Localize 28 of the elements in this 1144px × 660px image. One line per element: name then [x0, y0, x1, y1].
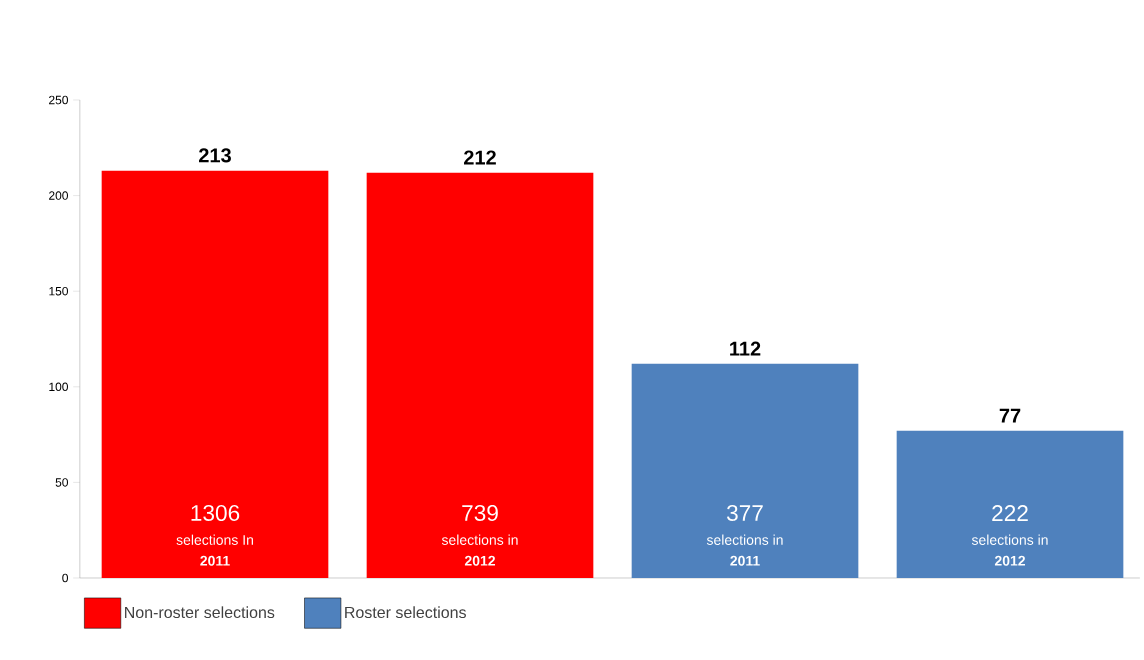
data-label: 112: [730, 341, 761, 356]
y-tick-label: 150: [49, 286, 69, 296]
annotation: 222: [992, 505, 1028, 521]
annotation: 2012: [994, 555, 1025, 566]
annotation: selections in: [706, 534, 783, 545]
annotation: selections in: [971, 534, 1048, 545]
annotation: 377: [726, 504, 763, 522]
data-label: 77: [999, 408, 1021, 423]
bar: [366, 172, 594, 578]
annotation: 1306: [191, 504, 240, 522]
y-tick-label: 200: [49, 191, 69, 200]
legend-label: Roster selections: [345, 606, 466, 619]
bar: [101, 170, 329, 578]
annotation: 2011: [200, 555, 230, 566]
y-tick-label: 0: [62, 573, 69, 583]
y-tick-label: 50: [55, 478, 69, 487]
y-tick-label: 100: [49, 382, 69, 392]
annotation: 2012: [464, 555, 495, 566]
annotation: 2011: [730, 555, 760, 566]
annotation: selections in: [441, 534, 518, 545]
annotation: selections In: [176, 534, 253, 545]
data-label: 212: [464, 150, 496, 165]
data-label: 213: [199, 148, 231, 163]
annotation: 739: [462, 504, 498, 522]
bar: [631, 363, 859, 578]
legend-label: Non-roster selections: [125, 606, 275, 619]
bar: [896, 430, 1124, 578]
y-tick-label: 250: [49, 95, 69, 105]
